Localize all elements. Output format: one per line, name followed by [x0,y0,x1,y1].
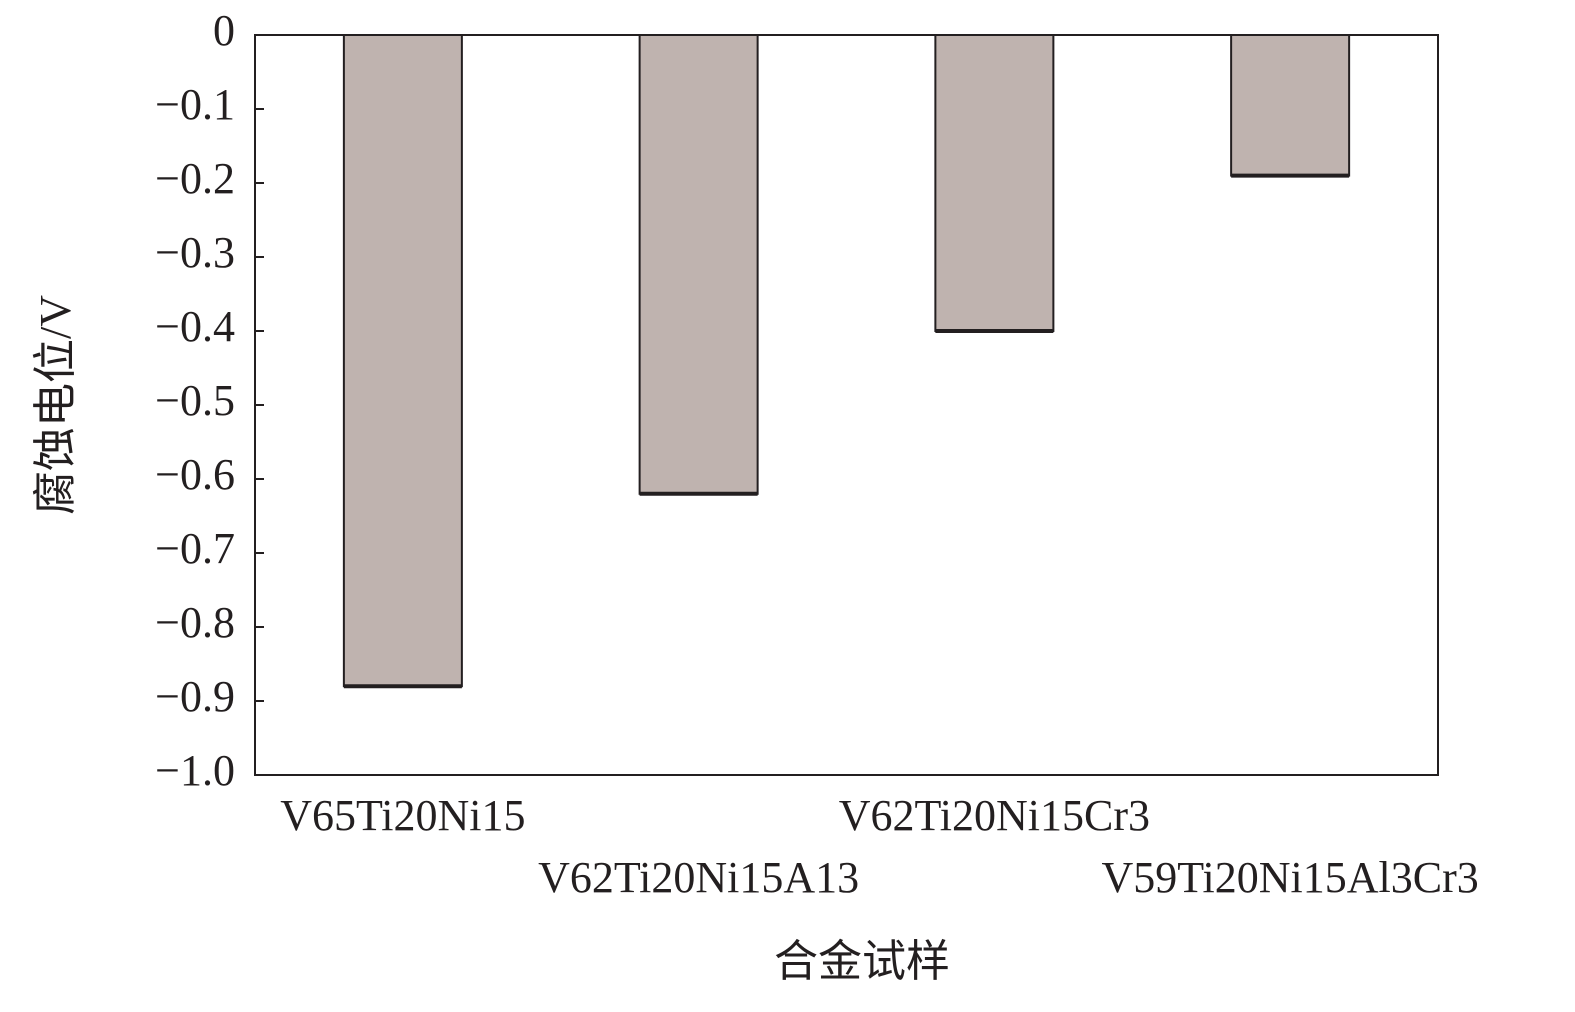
x-tick-label: V65Ti20Ni15 [280,791,525,840]
y-tick-label: −0.7 [155,524,235,573]
y-tick-label: −0.4 [155,302,235,351]
bar [342,34,463,688]
y-tick-label: −0.3 [155,228,235,277]
y-tick-label: −0.6 [155,450,235,499]
x-axis-title: 合金试样 [774,937,950,986]
y-axis-title: 腐蚀电位/V [31,295,80,515]
y-tick-label: 0 [213,6,235,55]
bar [934,34,1055,332]
y-tick-label: −0.5 [155,376,235,425]
y-tick-label: −0.8 [155,598,235,647]
bar [638,34,759,495]
bar [1230,34,1351,177]
y-tick-label: −0.9 [155,672,235,721]
x-tick-label: V59Ti20Ni15Al3Cr3 [1101,853,1478,902]
y-tick-label: −1.0 [155,746,235,795]
x-tick-label: V62Ti20Ni15A13 [538,853,859,902]
x-tick-label: V62Ti20Ni15Cr3 [839,791,1150,840]
y-tick-label: −0.1 [155,80,235,129]
y-tick-label: −0.2 [155,154,235,203]
